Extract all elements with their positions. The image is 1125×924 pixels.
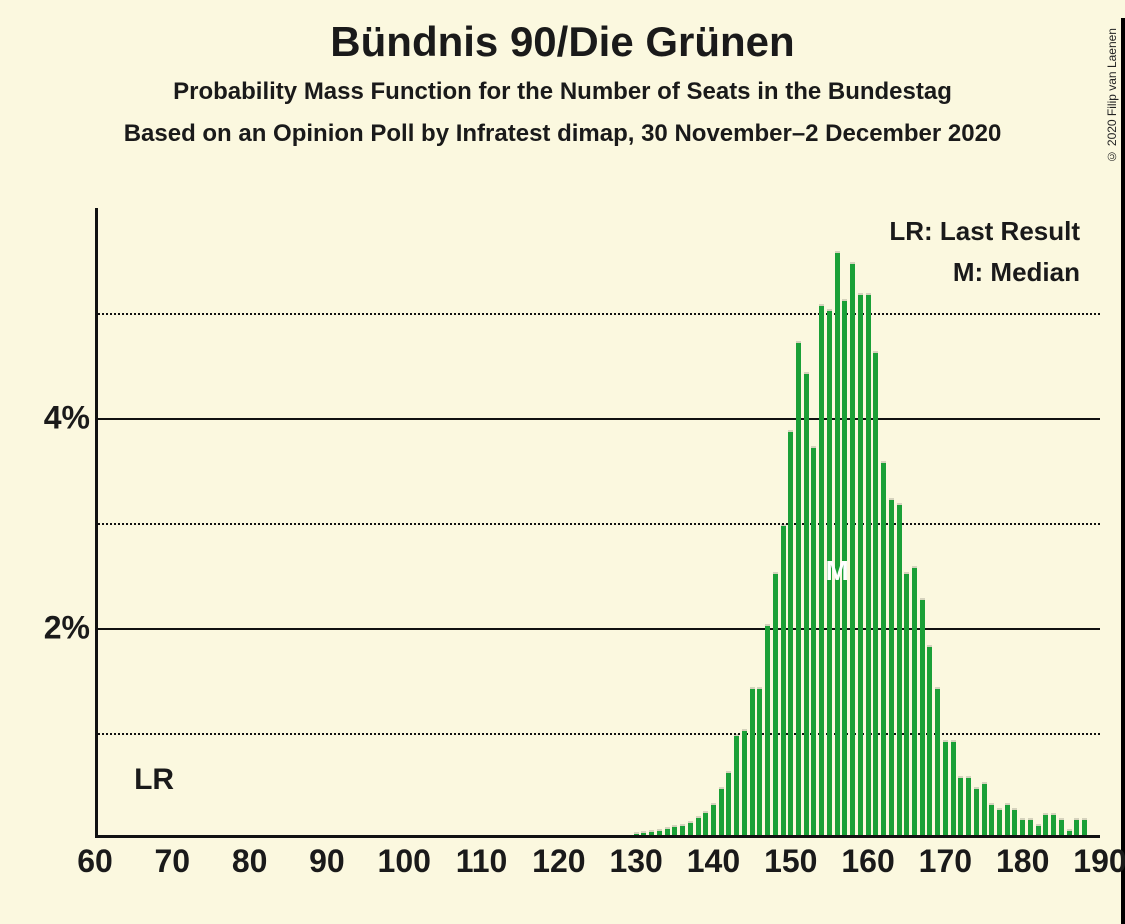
bar (966, 778, 971, 836)
x-axis-line (95, 835, 1100, 838)
bar (804, 374, 809, 836)
chart-subtitle-2: Based on an Opinion Poll by Infratest di… (0, 120, 1125, 148)
bar (850, 264, 855, 836)
chart-title: Bündnis 90/Die Grünen (0, 18, 1125, 66)
bar (974, 789, 979, 836)
bar (881, 463, 886, 836)
bar (989, 805, 994, 837)
bar (734, 736, 739, 836)
bar (726, 773, 731, 836)
lr-marker-label: LR (134, 763, 174, 797)
x-tick-label: 130 (609, 843, 662, 880)
x-tick-label: 80 (232, 843, 268, 880)
y-tick-label: 4% (44, 400, 90, 437)
bar (904, 574, 909, 837)
y-axis-labels: 2% 4% (20, 208, 90, 838)
x-tick-label: 140 (687, 843, 740, 880)
x-tick-label: 160 (841, 843, 894, 880)
x-tick-label: 70 (155, 843, 191, 880)
bar (997, 810, 1002, 836)
bar (796, 343, 801, 837)
bar (1082, 820, 1087, 836)
bar (696, 818, 701, 836)
chart-subtitle-1: Probability Mass Function for the Number… (0, 78, 1125, 106)
bar (781, 526, 786, 836)
bar (951, 742, 956, 837)
bar (958, 778, 963, 836)
bar (1028, 820, 1033, 836)
chart-area: LR: Last Result M: Median LR M 2%4% 6070… (95, 208, 1100, 838)
x-tick-label: 100 (378, 843, 431, 880)
bar (765, 626, 770, 836)
bar (1043, 815, 1048, 836)
bar (1051, 815, 1056, 836)
bar (711, 805, 716, 837)
x-tick-label: 90 (309, 843, 345, 880)
bar (788, 432, 793, 836)
bar (982, 784, 987, 837)
bar (835, 253, 840, 836)
bar (1012, 810, 1017, 836)
plot-region: LR: Last Result M: Median LR M (95, 208, 1100, 838)
x-tick-label: 110 (456, 843, 508, 880)
legend-m: M: Median (889, 257, 1080, 288)
legend-lr: LR: Last Result (889, 216, 1080, 247)
bar (703, 813, 708, 836)
bar (1020, 820, 1025, 836)
x-tick-label: 150 (764, 843, 817, 880)
bar (773, 574, 778, 837)
bar (935, 689, 940, 836)
bars-container (95, 208, 1100, 838)
bar (757, 689, 762, 836)
y-tick-label: 2% (44, 610, 90, 647)
bar (750, 689, 755, 836)
copyright-text: © 2020 Filip van Laenen (1105, 28, 1119, 163)
x-tick-label: 120 (532, 843, 585, 880)
legend: LR: Last Result M: Median (889, 216, 1080, 298)
right-border (1121, 18, 1125, 924)
bar (889, 500, 894, 836)
bar (920, 600, 925, 836)
x-axis-labels: 60708090100110120130140150160170180190 (95, 843, 1100, 883)
y-axis-line (95, 208, 98, 838)
bar (1059, 820, 1064, 836)
x-tick-label: 60 (77, 843, 113, 880)
bar (719, 789, 724, 836)
bar (858, 295, 863, 836)
x-tick-label: 180 (996, 843, 1049, 880)
bar (897, 505, 902, 836)
bar (1074, 820, 1079, 836)
bar (811, 448, 816, 837)
x-tick-label: 190 (1073, 843, 1125, 880)
bar (1005, 805, 1010, 837)
bar (943, 742, 948, 837)
bar (873, 353, 878, 836)
bar (912, 568, 917, 836)
bar (742, 731, 747, 836)
bar (819, 306, 824, 836)
bar (927, 647, 932, 836)
x-tick-label: 170 (919, 843, 972, 880)
median-marker-label: M (825, 555, 848, 587)
bar (866, 295, 871, 836)
